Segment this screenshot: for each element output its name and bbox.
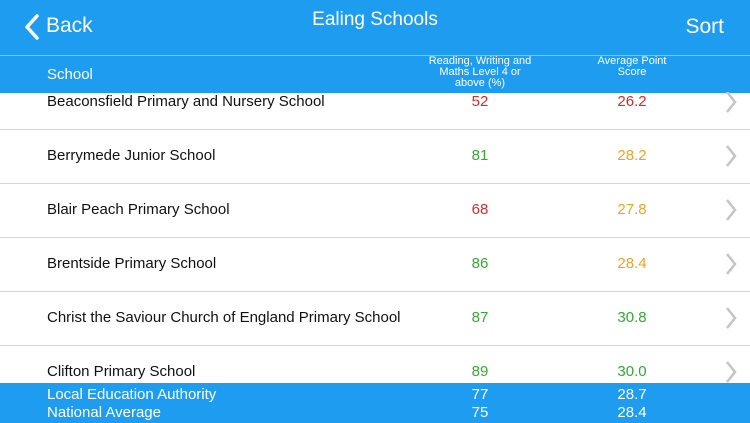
row-chevron xyxy=(726,145,737,167)
summary-score: 28.7 xyxy=(617,386,647,403)
reading-value: 68 xyxy=(471,201,489,218)
summary-reading: 75 xyxy=(471,404,489,421)
school-row[interactable]: Blair Peach Primary School 68 27.8 xyxy=(0,183,750,238)
summary-score: 28.4 xyxy=(617,404,647,421)
score-value: 27.8 xyxy=(617,201,647,218)
school-list: Beaconsfield Primary and Nursery School 5… xyxy=(0,92,750,383)
summary-label: National Average xyxy=(47,404,161,421)
nav-bar: Back Ealing Schools Sort xyxy=(0,0,750,55)
reading-value: 52 xyxy=(471,93,489,110)
table-header: School Reading, Writing and Maths Level … xyxy=(0,55,750,93)
summary-row: Local Education Authority 77 28.7 xyxy=(0,386,750,403)
nav-title: Ealing Schools xyxy=(312,9,438,30)
row-chevron xyxy=(726,307,737,329)
score-value: 30.0 xyxy=(617,363,647,380)
reading-value: 87 xyxy=(471,309,489,326)
header-score: Average Point Score xyxy=(597,55,667,78)
score-value: 28.2 xyxy=(617,147,647,164)
score-value: 30.8 xyxy=(617,309,647,326)
summary-row: National Average 75 28.4 xyxy=(0,404,750,421)
summary-label: Local Education Authority xyxy=(47,386,217,403)
row-chevron xyxy=(726,253,737,275)
school-row[interactable]: Christ the Saviour Church of England Pri… xyxy=(0,291,750,346)
school-row[interactable]: Brentside Primary School 86 28.4 xyxy=(0,237,750,292)
back-chevron[interactable] xyxy=(22,13,42,41)
school-name: Beaconsfield Primary and Nursery School xyxy=(47,93,325,110)
reading-value: 89 xyxy=(471,363,489,380)
school-name: Brentside Primary School xyxy=(47,255,217,272)
row-chevron xyxy=(726,361,737,383)
row-chevron xyxy=(726,199,737,221)
school-name: Christ the Saviour Church of England Pri… xyxy=(47,309,401,326)
school-row[interactable]: Beaconsfield Primary and Nursery School 5… xyxy=(0,92,750,130)
sort-button[interactable]: Sort xyxy=(685,15,724,38)
school-name: Berrymede Junior School xyxy=(47,147,216,164)
reading-value: 81 xyxy=(471,147,489,164)
header-reading: Reading, Writing and Maths Level 4 or ab… xyxy=(428,55,532,89)
score-value: 26.2 xyxy=(617,93,647,110)
summary-reading: 77 xyxy=(471,386,489,403)
summary-footer: Local Education Authority 77 28.7 National … xyxy=(0,383,750,423)
school-name: Clifton Primary School xyxy=(47,363,196,380)
score-value: 28.4 xyxy=(617,255,647,272)
school-row[interactable]: Clifton Primary School 89 30.0 xyxy=(0,345,750,383)
back-button[interactable]: Back xyxy=(46,14,93,37)
header-school: School xyxy=(47,66,93,83)
reading-value: 86 xyxy=(471,255,489,272)
school-name: Blair Peach Primary School xyxy=(47,201,230,218)
school-row[interactable]: Berrymede Junior School 81 28.2 xyxy=(0,129,750,184)
row-chevron xyxy=(726,92,737,113)
